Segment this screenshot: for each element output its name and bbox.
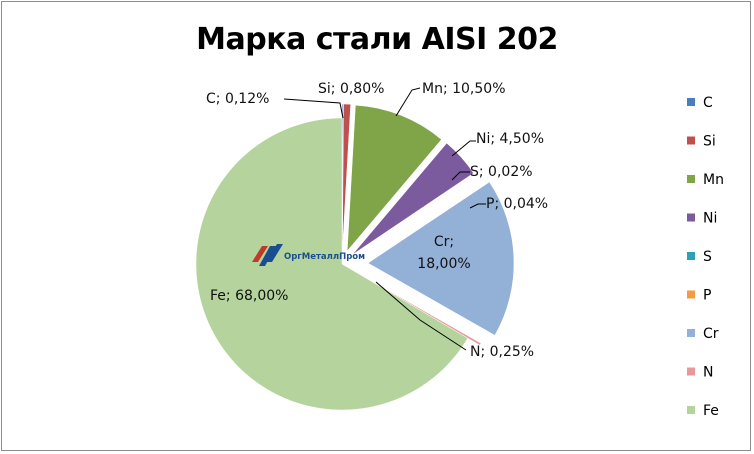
data-label-n: N; 0,25%: [470, 344, 534, 360]
pie-slice-n: [353, 270, 482, 346]
legend-swatch-c: [687, 98, 695, 106]
leader-line-c: [283, 98, 344, 119]
data-label-p: P; 0,04%: [486, 196, 548, 212]
legend-swatch-s: [687, 252, 695, 260]
data-label-s: S; 0,02%: [470, 164, 533, 180]
pie-slice-c: [341, 103, 344, 251]
legend-label-cr: Cr: [703, 326, 719, 342]
legend-swatch-mn: [687, 175, 695, 183]
leader-line-n: [375, 281, 467, 351]
legend-swatch-ni: [687, 213, 695, 222]
pie-slice-ni: [352, 142, 474, 255]
legend-swatch-fe: [687, 406, 695, 414]
orgmetallprom-logo-icon: [252, 244, 283, 266]
legend-label-si: Si: [703, 134, 716, 150]
leader-line-ni: [451, 140, 476, 157]
watermark-text: ОргМеталлПром: [284, 252, 365, 262]
pie-slices: [195, 103, 515, 411]
legend-label-s: S: [703, 249, 712, 265]
data-label-mn: Mn; 10,50%: [422, 81, 506, 97]
data-label-ni: Ni; 4,50%: [476, 131, 544, 147]
watermark-logo: ОргМеталлПром: [252, 244, 365, 266]
legend-swatch-si: [687, 136, 695, 145]
pie-slice-mn: [346, 104, 442, 252]
data-label-c: C; 0,12%: [206, 91, 269, 107]
legend-swatch-n: [687, 367, 695, 376]
data-labels: C; 0,12% Si; 0,80% Mn; 10,50% Ni; 4,50% S; 0…: [206, 81, 548, 360]
legend-label-c: C: [703, 95, 713, 111]
data-label-fe: Fe; 68,00%: [210, 288, 288, 304]
legend-label-ni: Ni: [703, 211, 717, 227]
pie-slice-fe: [195, 117, 469, 411]
legend-label-n: N: [703, 365, 713, 381]
legend-label-mn: Mn: [703, 172, 724, 188]
legend-label-p: P: [703, 288, 711, 304]
pie-slice-si: [342, 103, 351, 251]
legend-label-fe: Fe: [703, 403, 719, 419]
leader-line-p: [469, 203, 486, 209]
legend-swatch-cr: [687, 329, 695, 337]
leader-line-mn: [395, 87, 421, 117]
legend-swatch-p: [687, 290, 695, 299]
data-label-si: Si; 0,80%: [318, 81, 384, 97]
leader-line-s: [451, 171, 470, 181]
legend: C Si Mn Ni S P Cr N Fe: [687, 95, 724, 419]
pie-slice-cr: [367, 181, 515, 336]
chart-title: Марка стали AISI 202: [196, 22, 558, 57]
leader-lines: [283, 87, 486, 351]
pie-slice-p: [353, 174, 476, 257]
data-label-cr: Cr; 18,00%: [417, 234, 470, 272]
